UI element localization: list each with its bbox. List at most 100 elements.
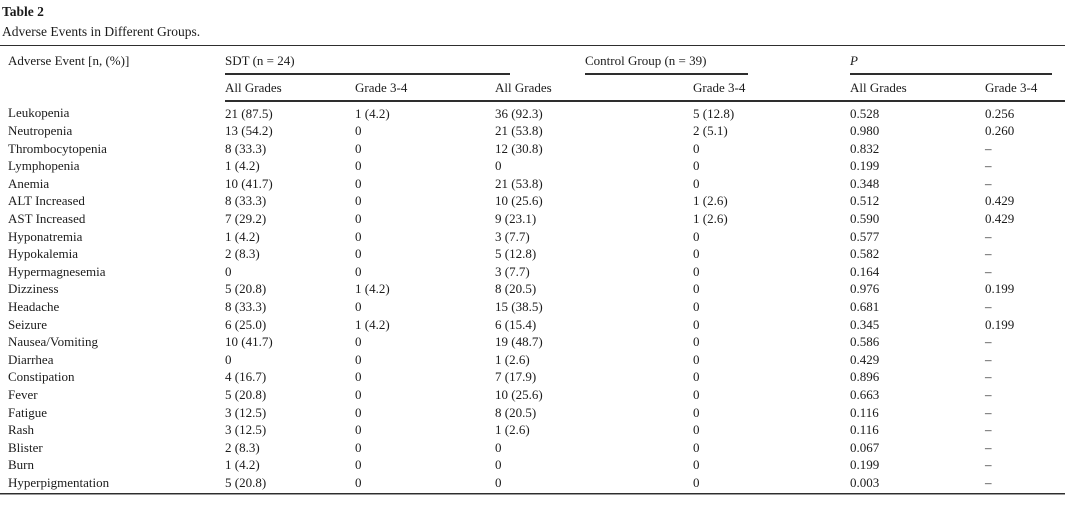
cell-event: Constipation: [8, 369, 75, 385]
cell-sdt-g34: 0: [355, 246, 362, 262]
cell-sdt-g34: 0: [355, 263, 362, 279]
cell-ctrl-all: 9 (23.1): [495, 210, 537, 226]
cell-sdt-all: 13 (54.2): [225, 123, 273, 138]
cell-p-all: 0.896: [850, 369, 880, 385]
table-body: Leukopenia 21 (87.5) 1 (4.2) 36 (92.3) 5 (12…: [0, 101, 1065, 492]
cell-ctrl-all: 0: [495, 158, 502, 174]
cell-ctrl-g34: 0: [693, 422, 700, 438]
cell-sdt-g34: 0: [355, 193, 362, 209]
control-group-underline: [585, 73, 749, 75]
cell-p-g34: –: [985, 474, 992, 490]
cell-ctrl-g34: 0: [693, 404, 700, 420]
cell-sdt-g34: 0: [355, 422, 362, 438]
cell-event: Hypokalemia: [8, 246, 79, 262]
cell-sdt-g34: 0: [355, 386, 362, 402]
table-row: Hyponatremia 1 (4.2) 0 3 (7.7) 0 0.577 –: [0, 228, 1065, 246]
cell-p-all: 0.199: [850, 158, 880, 174]
table-row: Hypokalemia 2 (8.3) 0 5 (12.8) 0 0.582 –: [0, 245, 1065, 263]
cell-sdt-g34: 0: [355, 298, 362, 314]
cell-ctrl-g34: 0: [693, 228, 700, 244]
subheader-p-grade-3-4: Grade 3-4: [985, 75, 1066, 102]
cell-sdt-all: 1 (4.2): [225, 228, 260, 244]
table-row: Lymphopenia 1 (4.2) 0 0 0 0.199 –: [0, 157, 1065, 175]
cell-sdt-all: 10 (41.7): [225, 175, 273, 191]
cell-p-all: 0.003: [850, 474, 880, 490]
cell-event: Lymphopenia: [8, 158, 80, 174]
cell-ctrl-all: 10 (25.6): [495, 386, 543, 402]
cell-ctrl-all: 3 (7.7): [495, 263, 530, 279]
cell-p-g34: 0.260: [985, 123, 1015, 138]
cell-ctrl-g34: 0: [693, 175, 700, 191]
cell-p-all: 0.116: [850, 404, 879, 420]
cell-p-all: 0.577: [850, 228, 880, 244]
cell-ctrl-g34: 1 (2.6): [693, 193, 728, 209]
cell-ctrl-g34: 0: [693, 369, 700, 385]
cell-event: Rash: [8, 422, 34, 438]
table-row: Dizziness 5 (20.8) 1 (4.2) 8 (20.5) 0 0.976 0.…: [0, 280, 1065, 298]
cell-p-g34: –: [985, 158, 992, 174]
cell-p-g34: –: [985, 334, 992, 350]
cell-sdt-all: 5 (20.8): [225, 281, 267, 297]
cell-p-all: 0.681: [850, 298, 880, 314]
cell-p-g34: –: [985, 457, 992, 473]
cell-p-g34: –: [985, 386, 992, 402]
table-row: Rash 3 (12.5) 0 1 (2.6) 0 0.116 –: [0, 421, 1065, 439]
table-caption: Adverse Events in Different Groups.: [2, 24, 201, 39]
cell-sdt-all: 8 (33.3): [225, 193, 267, 209]
cell-sdt-g34: 0: [355, 404, 362, 420]
cell-sdt-g34: 0: [355, 334, 362, 350]
cell-sdt-all: 6 (25.0): [225, 316, 267, 332]
cell-p-all: 0.663: [850, 386, 880, 402]
cell-sdt-g34: 1 (4.2): [355, 316, 390, 332]
cell-sdt-all: 7 (29.2): [225, 210, 267, 226]
cell-p-all: 0.164: [850, 263, 880, 279]
cell-event: Dizziness: [8, 281, 59, 297]
table-row: Neutropenia 13 (54.2) 0 21 (53.8) 2 (5.1) 0.9…: [0, 122, 1065, 140]
cell-sdt-all: 8 (33.3): [225, 140, 267, 156]
cell-sdt-g34: 0: [355, 175, 362, 191]
group-header-row: Adverse Event [n, (%)] SDT (n = 24) Cont…: [0, 46, 1065, 76]
cell-p-g34: –: [985, 404, 992, 420]
cell-p-all: 0.590: [850, 210, 880, 226]
cell-event: AST Increased: [8, 210, 86, 226]
cell-sdt-g34: 0: [355, 228, 362, 244]
cell-ctrl-all: 19 (48.7): [495, 334, 543, 350]
cell-ctrl-g34: 0: [693, 316, 700, 332]
cell-p-all: 0.832: [850, 140, 880, 156]
subheader-control-grade-3-4: Grade 3-4: [693, 75, 851, 102]
cell-event: Hyperpigmentation: [8, 474, 110, 490]
table-row: Constipation 4 (16.7) 0 7 (17.9) 0 0.896 –: [0, 368, 1065, 386]
cell-ctrl-g34: 0: [693, 351, 700, 367]
group-header-p: P: [850, 46, 1065, 76]
cell-ctrl-g34: 2 (5.1): [693, 123, 728, 138]
cell-ctrl-all: 0: [495, 439, 502, 455]
cell-event: Headache: [8, 298, 60, 314]
cell-p-g34: –: [985, 263, 992, 279]
cell-sdt-g34: 1 (4.2): [355, 105, 390, 121]
cell-ctrl-g34: 0: [693, 386, 700, 402]
cell-ctrl-g34: 0: [693, 457, 700, 473]
cell-p-g34: –: [985, 369, 992, 385]
table-row: Anemia 10 (41.7) 0 21 (53.8) 0 0.348 –: [0, 175, 1065, 193]
cell-ctrl-all: 15 (38.5): [495, 298, 543, 314]
adverse-events-table: Adverse Event [n, (%)] SDT (n = 24) Cont…: [0, 45, 1066, 492]
table-row: Seizure 6 (25.0) 1 (4.2) 6 (15.4) 0 0.345 0.19…: [0, 316, 1065, 334]
cell-event: Thrombocytopenia: [8, 140, 107, 156]
cell-p-all: 0.199: [850, 457, 880, 473]
cell-ctrl-all: 36 (92.3): [495, 105, 543, 121]
cell-p-g34: –: [985, 140, 992, 156]
subheader-sdt-grade-3-4: Grade 3-4: [355, 75, 496, 102]
cell-ctrl-all: 12 (30.8): [495, 140, 543, 156]
cell-sdt-g34: 0: [355, 439, 362, 455]
column-header-adverse-event: Adverse Event [n, (%)]: [8, 53, 130, 68]
cell-sdt-g34: 1 (4.2): [355, 281, 390, 297]
cell-ctrl-all: 0: [495, 474, 502, 490]
cell-ctrl-g34: 1 (2.6): [693, 210, 728, 226]
cell-p-g34: –: [985, 422, 992, 438]
cell-ctrl-g34: 0: [693, 140, 700, 156]
cell-p-all: 0.582: [850, 246, 880, 262]
cell-event: Neutropenia: [8, 123, 73, 138]
cell-p-all: 0.586: [850, 334, 880, 350]
cell-p-all: 0.429: [850, 351, 880, 367]
table-row: Thrombocytopenia 8 (33.3) 0 12 (30.8) 0 0.832…: [0, 140, 1065, 158]
